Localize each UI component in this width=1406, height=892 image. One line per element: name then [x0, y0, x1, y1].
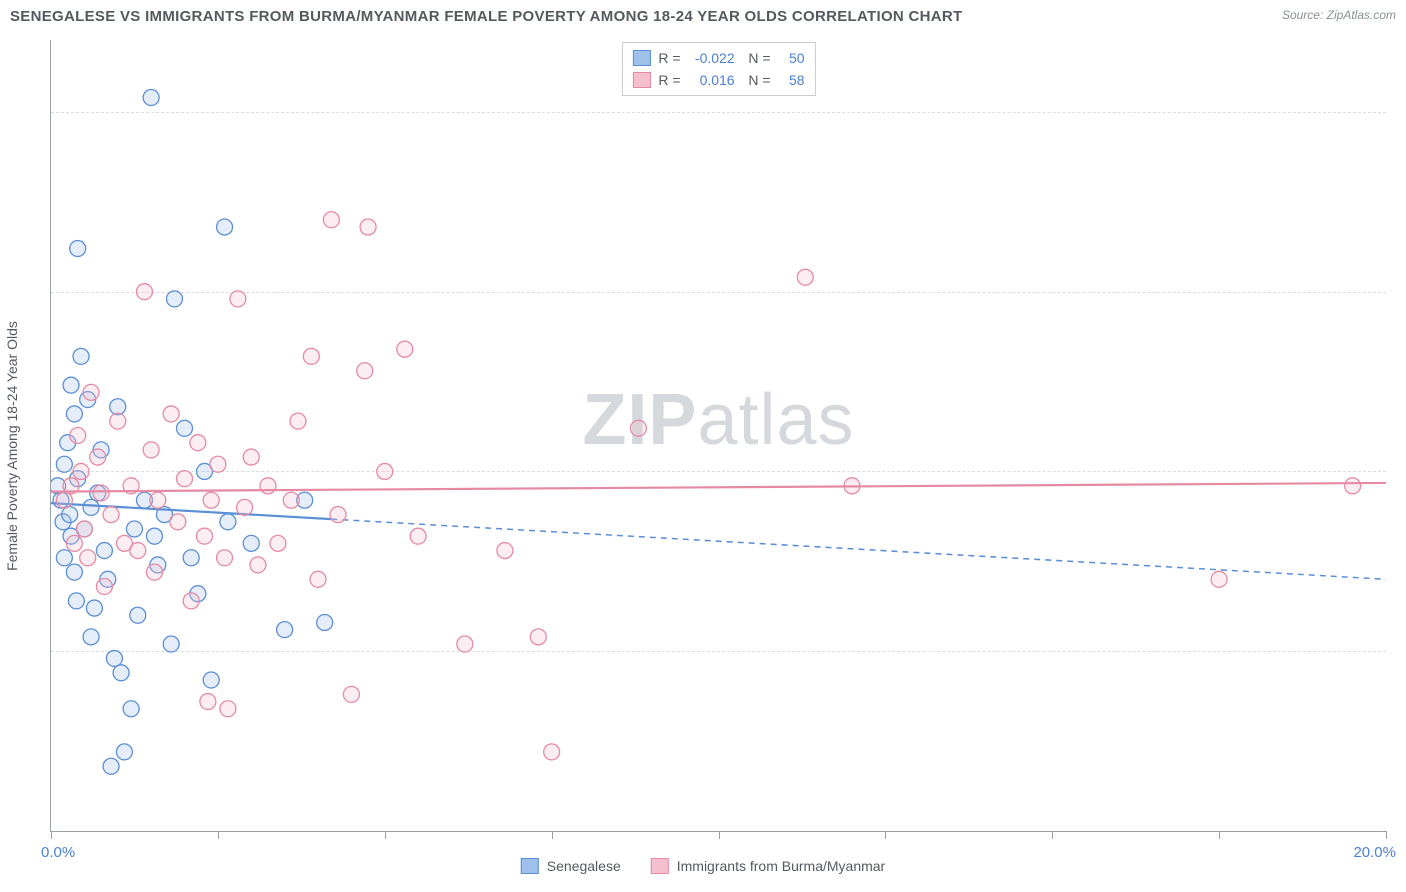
chart-title: SENEGALESE VS IMMIGRANTS FROM BURMA/MYAN… — [10, 8, 963, 25]
legend-r-value-burma: 0.016 — [687, 72, 735, 88]
legend-swatch-burma-icon — [651, 858, 669, 874]
source-label: Source: ZipAtlas.com — [1282, 8, 1396, 22]
y-tick-label: 37.5% — [1396, 284, 1406, 301]
series-legend: Senegalese Immigrants from Burma/Myanmar — [521, 858, 885, 874]
legend-r-label: R = — [658, 50, 680, 66]
legend-swatch-senegalese — [632, 50, 650, 66]
plot-area: R = -0.022 N = 50 R = 0.016 N = 58 ZIPat… — [50, 40, 1386, 832]
legend-n-value-burma: 58 — [777, 72, 805, 88]
y-tick-label: 12.5% — [1396, 644, 1406, 661]
legend-item-burma: Immigrants from Burma/Myanmar — [651, 858, 885, 874]
legend-label-burma: Immigrants from Burma/Myanmar — [677, 858, 885, 874]
y-axis-label: Female Poverty Among 18-24 Year Olds — [4, 321, 20, 571]
legend-r-label: R = — [658, 72, 680, 88]
x-tick-last: 20.0% — [1353, 844, 1396, 861]
legend-row-senegalese: R = -0.022 N = 50 — [632, 47, 804, 69]
y-tick-label: 50.0% — [1396, 104, 1406, 121]
x-tick-first: 0.0% — [41, 844, 75, 861]
legend-swatch-burma — [632, 72, 650, 88]
legend-swatch-senegalese-icon — [521, 858, 539, 874]
legend-n-label: N = — [741, 72, 771, 88]
legend-n-label: N = — [741, 50, 771, 66]
legend-r-value-senegalese: -0.022 — [687, 50, 735, 66]
legend-n-value-senegalese: 50 — [777, 50, 805, 66]
y-tick-label: 25.0% — [1396, 464, 1406, 481]
legend-row-burma: R = 0.016 N = 58 — [632, 69, 804, 91]
plot-svg — [51, 40, 1386, 831]
correlation-legend: R = -0.022 N = 50 R = 0.016 N = 58 — [621, 42, 815, 96]
legend-item-senegalese: Senegalese — [521, 858, 621, 874]
legend-label-senegalese: Senegalese — [547, 858, 621, 874]
